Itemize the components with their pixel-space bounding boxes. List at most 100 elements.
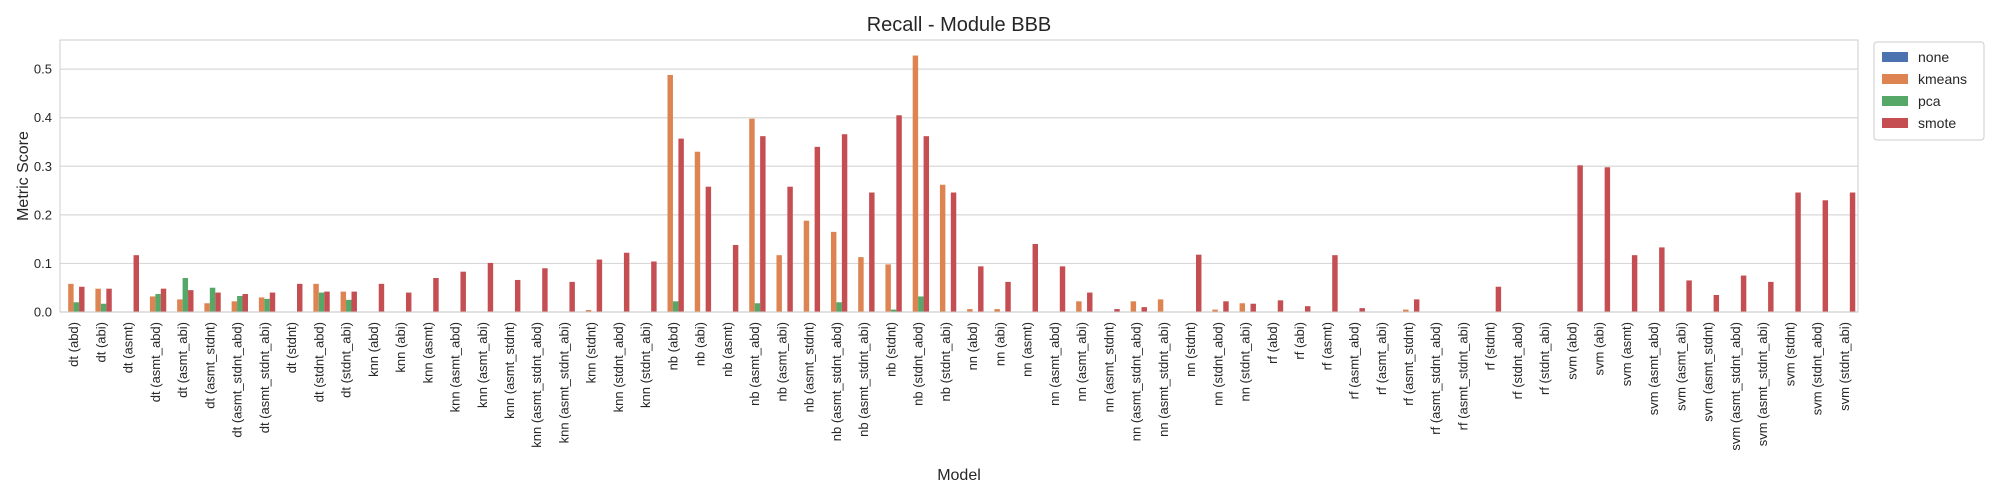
- bar-smote: [242, 294, 248, 312]
- legend-swatch: [1882, 96, 1908, 106]
- x-tick-label: rf (asmt_abi): [1374, 322, 1389, 395]
- bar-kmeans: [803, 220, 810, 312]
- x-tick-label: dt (asmt_stdnt): [202, 322, 217, 409]
- bar-pca: [346, 299, 352, 312]
- bar-smote: [1332, 255, 1338, 312]
- legend-label: smote: [1918, 115, 1956, 131]
- bar-pca: [155, 294, 161, 312]
- x-tick-label: knn (abi): [393, 322, 408, 373]
- x-tick-label: rf (stdnt_abd): [1510, 322, 1525, 399]
- bar-smote: [460, 271, 466, 312]
- bar-kmeans: [1239, 303, 1246, 312]
- x-tick-label: knn (stdnt): [584, 322, 599, 383]
- bar-smote: [405, 292, 412, 312]
- bar-pca: [918, 296, 924, 312]
- bar-smote: [1740, 275, 1747, 312]
- x-tick-label: rf (asmt_stdnt): [1401, 322, 1416, 406]
- legend-swatch: [1882, 74, 1908, 84]
- bar-smote: [1304, 306, 1311, 312]
- x-tick-label: rf (stdnt): [1483, 322, 1498, 370]
- y-axis-label: Metric Score: [15, 131, 32, 221]
- bar-smote: [678, 138, 684, 312]
- bar-smote: [324, 291, 330, 312]
- bar-smote: [569, 281, 575, 312]
- x-tick-label: knn (abd): [366, 322, 381, 377]
- y-tick-label: 0.0: [34, 305, 52, 320]
- bar-smote: [787, 186, 793, 312]
- bar-kmeans: [1157, 299, 1164, 312]
- y-tick-label: 0.2: [34, 207, 52, 222]
- bar-smote: [542, 268, 548, 312]
- bar-smote: [269, 292, 276, 312]
- x-tick-label: dt (asmt_abd): [148, 322, 163, 402]
- x-tick-label: svm (asmt_abi): [1673, 322, 1688, 411]
- bar-kmeans: [858, 257, 864, 312]
- legend-label: none: [1918, 49, 1949, 65]
- y-tick-label: 0.3: [34, 159, 52, 174]
- bar-smote: [1032, 244, 1039, 312]
- x-tick-label: nb (asmt_abi): [774, 322, 789, 401]
- bar-kmeans: [967, 309, 973, 312]
- bar-kmeans: [177, 299, 183, 312]
- bar-pca: [836, 302, 842, 312]
- x-tick-label: svm (asmt_stdnt): [1701, 322, 1716, 422]
- bar-kmeans: [694, 151, 701, 312]
- legend-label: pca: [1918, 93, 1941, 109]
- x-tick-label: nn (abi): [992, 322, 1007, 366]
- bar-smote: [514, 279, 521, 312]
- x-tick-label: nn (stdnt): [1183, 322, 1198, 377]
- bar-smote: [1631, 255, 1638, 312]
- x-tick-label: rf (asmt_stdnt_abi): [1455, 322, 1470, 430]
- x-tick-label: nn (asmt_abi): [1074, 322, 1089, 401]
- bar-pca: [318, 292, 325, 312]
- x-tick-label: nb (asmt_abd): [747, 322, 762, 406]
- x-tick-label: svm (abi): [1592, 322, 1607, 375]
- x-tick-label: nn (abd): [965, 322, 980, 370]
- bar-smote: [378, 283, 385, 312]
- x-tick-label: dt (stdnt): [284, 322, 299, 373]
- bar-kmeans: [258, 297, 265, 312]
- bar-smote: [814, 146, 821, 312]
- bar-smote: [433, 278, 439, 312]
- bar-kmeans: [939, 184, 946, 312]
- bar-kmeans: [776, 255, 782, 312]
- bar-smote: [1196, 254, 1202, 312]
- bar-smote: [188, 290, 194, 312]
- bar-smote: [1359, 308, 1365, 312]
- bar-pca: [73, 302, 80, 312]
- y-tick-labels: 0.0 0.1 0.2 0.3 0.4 0.5: [34, 62, 52, 320]
- y-tick-label: 0.1: [34, 256, 52, 271]
- x-tick-label: dt (stdnt_abi): [339, 322, 354, 398]
- x-tick-label: knn (stdnt_abi): [638, 322, 653, 408]
- x-tick-label: dt (asmt_stdnt_abd): [230, 322, 245, 438]
- legend-swatch: [1882, 52, 1908, 62]
- bar-smote: [1250, 303, 1256, 312]
- x-tick-label: dt (asmt_abi): [175, 322, 190, 398]
- x-tick-label: rf (asmt_abd): [1347, 322, 1362, 399]
- bar-smote: [1087, 292, 1093, 312]
- x-tick-label: dt (stdnt_abd): [311, 322, 326, 402]
- y-tick-label: 0.5: [34, 62, 52, 77]
- bar-smote: [732, 244, 739, 312]
- x-tick-label: dt (abd): [66, 322, 81, 367]
- bar-smote: [978, 266, 984, 312]
- x-tick-label: svm (asmt_abd): [1646, 322, 1661, 415]
- bar-smote: [760, 136, 766, 312]
- bar-pca: [237, 295, 243, 312]
- bar-smote: [1277, 300, 1284, 312]
- bar-smote: [1713, 295, 1720, 312]
- bar-smote: [1795, 192, 1801, 312]
- legend-swatch: [1882, 118, 1908, 128]
- x-tick-label: svm (stdnt_abd): [1810, 322, 1825, 415]
- bar-kmeans: [830, 231, 837, 312]
- bar-pca: [754, 303, 761, 312]
- bar-smote: [1577, 165, 1583, 312]
- bar-smote: [297, 283, 303, 312]
- bar-smote: [1495, 286, 1502, 312]
- x-tick-label: nb (asmt_stdnt_abi): [856, 322, 871, 437]
- bar-smote: [869, 192, 875, 312]
- bar-kmeans: [340, 291, 347, 312]
- bar-kmeans: [231, 301, 238, 312]
- x-tick-label: nb (stdnt_abd): [911, 322, 926, 406]
- legend-frame: [1873, 41, 1985, 141]
